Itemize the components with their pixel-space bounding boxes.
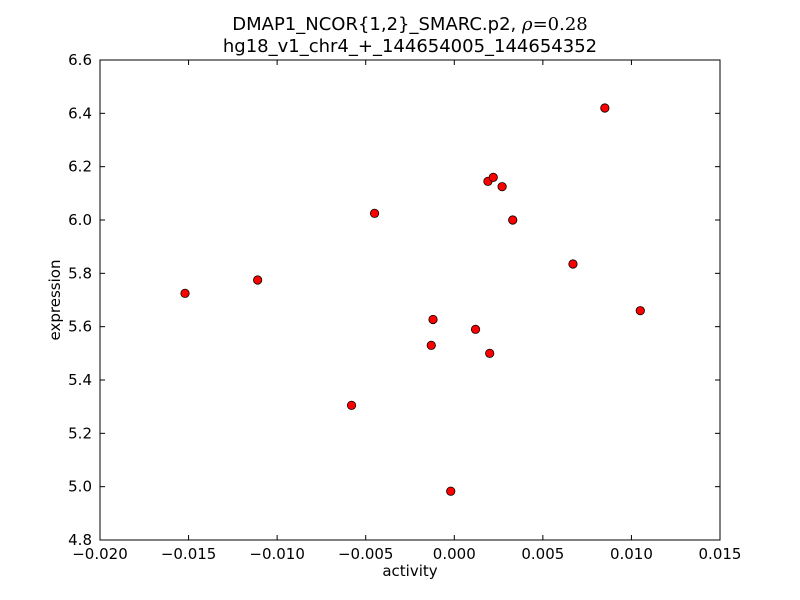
x-tick-label: −0.020 — [72, 545, 128, 563]
y-tick-label: 5.2 — [68, 424, 92, 442]
data-point — [508, 215, 518, 225]
data-points — [180, 103, 645, 496]
x-tick-label: −0.010 — [249, 545, 305, 563]
data-point — [470, 324, 481, 334]
data-point — [446, 486, 456, 496]
data-point — [488, 172, 498, 182]
x-tick-label: −0.015 — [161, 545, 217, 563]
data-point — [253, 275, 263, 285]
y-tick-label: 6.6 — [68, 51, 92, 69]
data-point — [346, 400, 357, 410]
x-tick-label: 0.000 — [433, 545, 476, 563]
x-tick-label: −0.005 — [338, 545, 394, 563]
plot-frame — [99, 59, 721, 541]
chart-title-rho-value: =0.28 — [533, 14, 588, 35]
y-tick-label: 6.2 — [68, 158, 92, 176]
y-tick-label: 5.0 — [68, 478, 92, 496]
x-tick-label: 0.005 — [521, 545, 564, 563]
data-point — [635, 306, 645, 316]
x-tick-label: 0.010 — [610, 545, 653, 563]
x-axis-label: activity — [382, 562, 437, 580]
y-tick-label: 5.6 — [68, 318, 92, 336]
y-tick-label: 5.4 — [68, 371, 92, 389]
y-tick-label: 6.0 — [68, 211, 92, 229]
chart-title-line1: DMAP1_NCOR{1,2}_SMARC.p2, ρ=0.28 — [232, 14, 588, 35]
x-tick-label: 0.015 — [699, 545, 742, 563]
data-point — [485, 348, 495, 358]
y-tick-label: 5.8 — [68, 264, 92, 282]
y-tick-label: 4.8 — [68, 531, 92, 549]
data-point — [428, 314, 438, 325]
y-tick-label: 6.4 — [68, 104, 92, 122]
data-point — [497, 182, 507, 192]
data-point — [568, 259, 578, 269]
chart-title-prefix: DMAP1_NCOR{1,2}_SMARC.p2, — [232, 14, 522, 35]
y-axis-label: expression — [46, 260, 64, 341]
chart-title-line2: hg18_v1_chr4_+_144654005_144654352 — [223, 36, 597, 57]
data-point — [369, 208, 380, 218]
data-point — [426, 340, 436, 350]
data-point — [600, 103, 610, 113]
ticks: −0.020 −0.015 −0.010 −0.005 0.000 0.005 0.010 0… — [68, 51, 741, 563]
chart-title-rho-symbol: ρ — [521, 14, 533, 35]
axes — [99, 59, 721, 541]
data-point — [180, 288, 190, 298]
